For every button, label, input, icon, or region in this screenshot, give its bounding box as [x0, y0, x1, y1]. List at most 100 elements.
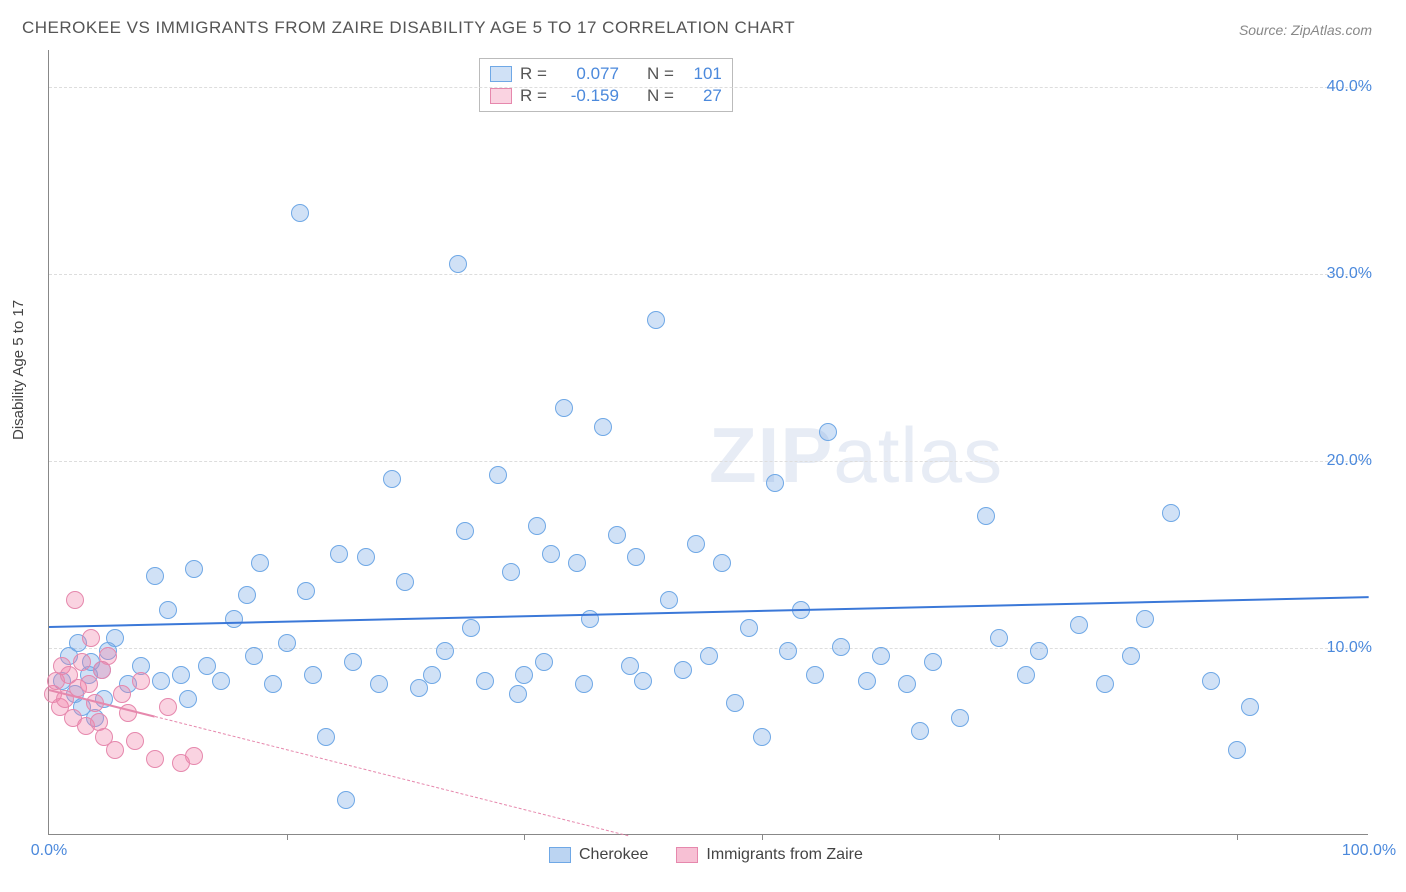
data-point — [146, 567, 164, 585]
data-point — [726, 694, 744, 712]
legend-stat-row: R =0.077N =101 — [490, 63, 722, 85]
data-point — [225, 610, 243, 628]
data-point — [185, 560, 203, 578]
data-point — [542, 545, 560, 563]
data-point — [535, 653, 553, 671]
x-tick-mark — [762, 834, 763, 840]
chart-title: CHEROKEE VS IMMIGRANTS FROM ZAIRE DISABI… — [22, 18, 795, 38]
data-point — [858, 672, 876, 690]
data-point — [1070, 616, 1088, 634]
source-attribution: Source: ZipAtlas.com — [1239, 22, 1372, 38]
legend-swatch — [490, 88, 512, 104]
data-point — [383, 470, 401, 488]
x-tick-label: 100.0% — [1342, 842, 1396, 860]
data-point — [132, 672, 150, 690]
data-point — [245, 647, 263, 665]
data-point — [1241, 698, 1259, 716]
data-point — [113, 685, 131, 703]
data-point — [555, 399, 573, 417]
data-point — [806, 666, 824, 684]
data-point — [924, 653, 942, 671]
data-point — [509, 685, 527, 703]
data-point — [337, 791, 355, 809]
data-point — [330, 545, 348, 563]
data-point — [1030, 642, 1048, 660]
legend-item: Immigrants from Zaire — [676, 846, 862, 864]
legend-n-label: N = — [647, 86, 674, 106]
y-tick-label: 30.0% — [1302, 265, 1372, 283]
legend-stats: R =0.077N =101R =-0.159N =27 — [479, 58, 733, 112]
data-point — [436, 642, 454, 660]
data-point — [528, 517, 546, 535]
data-point — [700, 647, 718, 665]
data-point — [1096, 675, 1114, 693]
data-point — [713, 554, 731, 572]
data-point — [238, 586, 256, 604]
y-tick-label: 10.0% — [1302, 639, 1372, 657]
data-point — [462, 619, 480, 637]
data-point — [264, 675, 282, 693]
watermark: ZIPatlas — [709, 410, 1003, 501]
data-point — [634, 672, 652, 690]
data-point — [911, 722, 929, 740]
data-point — [476, 672, 494, 690]
data-point — [304, 666, 322, 684]
data-point — [1017, 666, 1035, 684]
data-point — [212, 672, 230, 690]
data-point — [82, 629, 100, 647]
data-point — [185, 747, 203, 765]
legend-n-label: N = — [647, 64, 674, 84]
legend-n-value: 101 — [682, 64, 722, 84]
gridline — [49, 461, 1368, 462]
data-point — [1228, 741, 1246, 759]
data-point — [1162, 504, 1180, 522]
legend-label: Immigrants from Zaire — [706, 846, 862, 864]
data-point — [172, 666, 190, 684]
legend-series: Cherokee Immigrants from Zaire — [549, 846, 863, 864]
y-tick-label: 40.0% — [1302, 78, 1372, 96]
data-point — [1202, 672, 1220, 690]
data-point — [370, 675, 388, 693]
data-point — [753, 728, 771, 746]
data-point — [146, 750, 164, 768]
data-point — [278, 634, 296, 652]
data-point — [819, 423, 837, 441]
data-point — [872, 647, 890, 665]
legend-label: Cherokee — [579, 846, 648, 864]
data-point — [159, 601, 177, 619]
data-point — [977, 507, 995, 525]
data-point — [106, 741, 124, 759]
data-point — [621, 657, 639, 675]
gridline — [49, 87, 1368, 88]
data-point — [674, 661, 692, 679]
legend-item: Cherokee — [549, 846, 648, 864]
data-point — [627, 548, 645, 566]
data-point — [832, 638, 850, 656]
data-point — [1136, 610, 1154, 628]
data-point — [179, 690, 197, 708]
x-tick-mark — [524, 834, 525, 840]
legend-r-value: -0.159 — [555, 86, 619, 106]
x-tick-mark — [999, 834, 1000, 840]
trend-line — [154, 716, 627, 836]
data-point — [779, 642, 797, 660]
data-point — [251, 554, 269, 572]
legend-r-label: R = — [520, 64, 547, 84]
data-point — [396, 573, 414, 591]
data-point — [80, 675, 98, 693]
data-point — [152, 672, 170, 690]
data-point — [99, 647, 117, 665]
data-point — [515, 666, 533, 684]
y-axis-label: Disability Age 5 to 17 — [10, 300, 27, 440]
data-point — [608, 526, 626, 544]
data-point — [1122, 647, 1140, 665]
data-point — [126, 732, 144, 750]
gridline — [49, 274, 1368, 275]
data-point — [317, 728, 335, 746]
x-tick-label: 0.0% — [31, 842, 67, 860]
data-point — [568, 554, 586, 572]
data-point — [159, 698, 177, 716]
data-point — [898, 675, 916, 693]
data-point — [740, 619, 758, 637]
data-point — [66, 591, 84, 609]
